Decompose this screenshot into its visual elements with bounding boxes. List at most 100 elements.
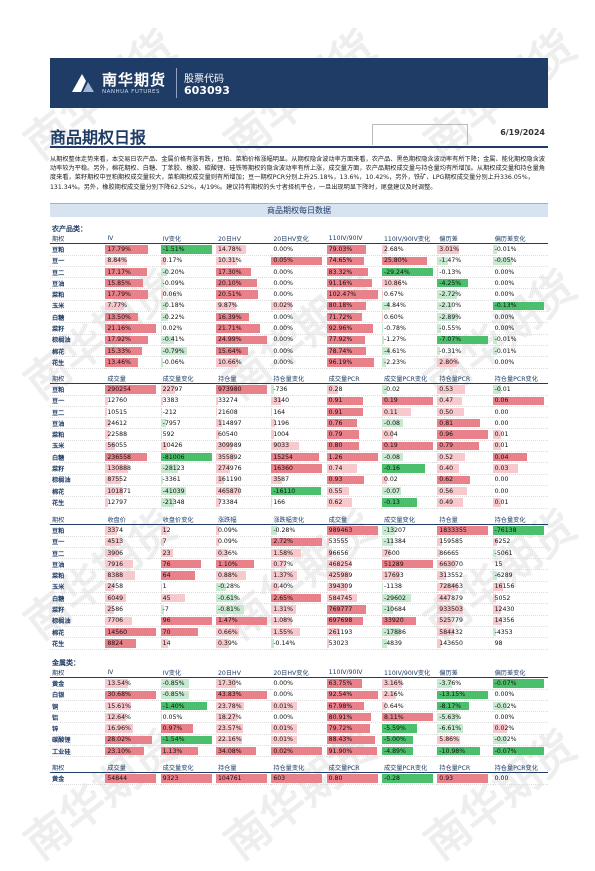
table-cell: 12	[161, 525, 216, 536]
cell-text: 玉米	[52, 584, 64, 591]
table-cell: 0.02	[382, 474, 437, 485]
row-label: 棕榈油	[50, 474, 105, 485]
table-cell: 0.74	[327, 463, 382, 474]
table-cell: 22797	[161, 384, 216, 395]
cell-text: 豆一	[52, 539, 64, 546]
row-label: 白银	[50, 689, 105, 700]
table-cell: 101871	[105, 485, 160, 496]
column-header: 偏历差变化	[493, 233, 548, 244]
cell-text: 12	[163, 527, 171, 534]
cell-text: 菜籽	[52, 326, 64, 333]
table-cell: 274976	[216, 463, 271, 474]
cell-text: 白银	[52, 692, 64, 699]
cell-text: 0.80	[329, 775, 343, 782]
cell-text: 43.83%	[218, 691, 242, 698]
table-cell: 0.00%	[493, 712, 548, 723]
cell-text: 0.40%	[273, 583, 293, 590]
column-header: 20日HV变化	[271, 667, 326, 678]
cell-text: 96.19%	[329, 359, 353, 366]
table-cell: -3.76%	[437, 678, 492, 689]
cell-text: -17886	[384, 629, 406, 636]
cell-text: 74.65%	[329, 257, 353, 264]
table-cell: 91.16%	[327, 278, 382, 289]
cell-text: -0.07	[384, 488, 400, 495]
cell-text: 71.72%	[329, 314, 353, 321]
cell-text: 0.79	[439, 442, 453, 449]
cell-text: -1.51%	[163, 246, 185, 253]
cell-text: 8.11%	[384, 714, 404, 721]
cell-text: 425989	[329, 572, 353, 579]
column-header: 20日HV	[216, 233, 271, 244]
table-cell: 60540	[216, 429, 271, 440]
cell-text: 1.26	[329, 454, 343, 461]
cell-text: 0.19	[384, 442, 398, 449]
table-cell: 0.00%	[271, 266, 326, 277]
cell-text: 0.62	[329, 499, 343, 506]
table-cell: 2.16%	[382, 689, 437, 700]
cell-text: 0.00%	[495, 359, 515, 366]
cell-text: 0.00%	[495, 280, 515, 287]
cell-text: -2.10%	[439, 302, 461, 309]
row-label: 豆一	[50, 536, 105, 547]
table-cell: -1.51%	[161, 244, 216, 255]
table-cell: 33920	[382, 615, 437, 626]
cell-text: 1833355	[439, 527, 467, 534]
table-cell: -76138	[493, 525, 548, 536]
table-cell: 159585	[437, 536, 492, 547]
cell-text: 21608	[218, 409, 238, 416]
table-cell: 355892	[216, 452, 271, 463]
cell-text: -0.28%	[218, 583, 240, 590]
table-cell: -6289	[493, 570, 548, 581]
cell-text: 7	[163, 538, 167, 545]
table-cell: 0.00%	[271, 345, 326, 356]
cell-text: 0.00%	[495, 714, 515, 721]
table-cell: -4353	[493, 626, 548, 637]
table-cell: 80.18%	[327, 300, 382, 311]
table-cell: -1.54%	[161, 734, 216, 745]
cell-text: -0.01%	[495, 246, 517, 253]
table-cell: 2.72%	[271, 536, 326, 547]
cell-text: -5.00%	[384, 736, 406, 743]
table-cell: 56055	[105, 440, 160, 451]
cell-text: 78.74%	[329, 348, 353, 355]
cell-text: 棉花	[52, 349, 64, 356]
cell-text: 17.30%	[218, 269, 242, 276]
cell-text: 3906	[107, 550, 123, 557]
cell-text: 17.17%	[107, 269, 131, 276]
table-cell: 0.55	[327, 485, 382, 496]
table-cell: -0.13	[382, 497, 437, 508]
value-bar	[216, 408, 217, 416]
cell-text: 0.11	[384, 409, 398, 416]
column-header: IV变化	[161, 667, 216, 678]
table-cell: 0.76	[327, 418, 382, 429]
table-cell: 21.16%	[105, 323, 160, 334]
table-cell: 17693	[382, 570, 437, 581]
table-cell: 0.04	[382, 429, 437, 440]
cell-text: 51289	[384, 561, 404, 568]
table-cell: 0.80	[327, 440, 382, 451]
brand-name: 南华期货	[102, 69, 166, 90]
cell-text: 22.16%	[218, 736, 242, 743]
cell-text: 黄金	[52, 681, 64, 688]
row-label: 菜籽	[50, 323, 105, 334]
table-cell: 0.05%	[271, 255, 326, 266]
row-label: 菜粕	[50, 570, 105, 581]
table-cell: 1.31%	[271, 604, 326, 615]
table-cell: 0.00%	[493, 357, 548, 368]
cell-text: 1.47%	[218, 617, 238, 624]
table-cell: -0.79%	[161, 345, 216, 356]
table-cell: -41039	[161, 485, 216, 496]
cell-text: 0.67%	[384, 291, 404, 298]
cell-text: 54844	[107, 775, 127, 782]
cell-text: 130888	[107, 465, 131, 472]
table-cell: 34.08%	[216, 746, 271, 757]
row-label: 锌	[50, 723, 105, 734]
table-cell: 2.68%	[382, 244, 437, 255]
table-cell: 465870	[216, 485, 271, 496]
cell-text: 8.84%	[107, 257, 127, 264]
cell-text: 92.54%	[329, 691, 353, 698]
table-cell: 18.27%	[216, 712, 271, 723]
cell-text: 10.66%	[218, 359, 242, 366]
column-header: 成交量PCR变化	[382, 762, 437, 773]
